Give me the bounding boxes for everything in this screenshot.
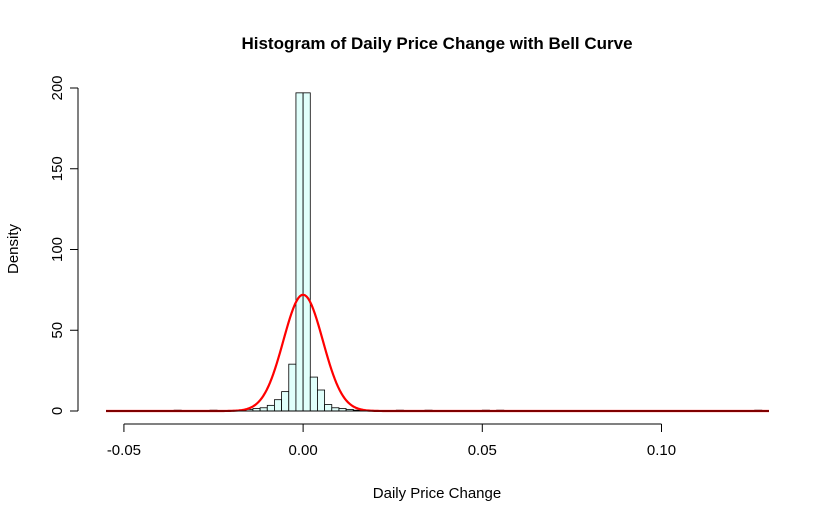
y-axis: 0 50 100 150 200 [49, 75, 79, 415]
histogram-bars [173, 92, 763, 412]
y-axis-label: Density [5, 223, 22, 274]
x-tick-label: -0.05 [107, 442, 141, 459]
x-axis-label: Daily Price Change [373, 485, 501, 502]
histogram-bar-11 [317, 389, 326, 412]
histogram-bar-8 [295, 92, 304, 412]
x-axis: -0.05 0.00 0.05 0.10 [107, 423, 676, 459]
y-tick-label: 100 [49, 237, 66, 262]
histogram-bar-6 [281, 391, 290, 412]
histogram-bar-12 [324, 404, 333, 412]
x-tick-label: 0.00 [289, 442, 318, 459]
y-tick-label: 200 [49, 75, 66, 100]
histogram-bar-5 [274, 399, 283, 412]
y-tick-label: 50 [49, 322, 66, 339]
histogram-bar-4 [266, 404, 275, 412]
y-tick-label: 0 [49, 407, 66, 415]
bell-curve-line [106, 293, 769, 413]
x-tick-label: 0.10 [647, 442, 676, 459]
y-tick-label: 150 [49, 156, 66, 181]
x-tick-label: 0.05 [468, 442, 497, 459]
histogram-bar-9 [302, 92, 311, 412]
histogram-bar-7 [288, 363, 297, 412]
chart-title: Histogram of Daily Price Change with Bel… [241, 34, 632, 53]
histogram-bar-10 [309, 376, 318, 412]
